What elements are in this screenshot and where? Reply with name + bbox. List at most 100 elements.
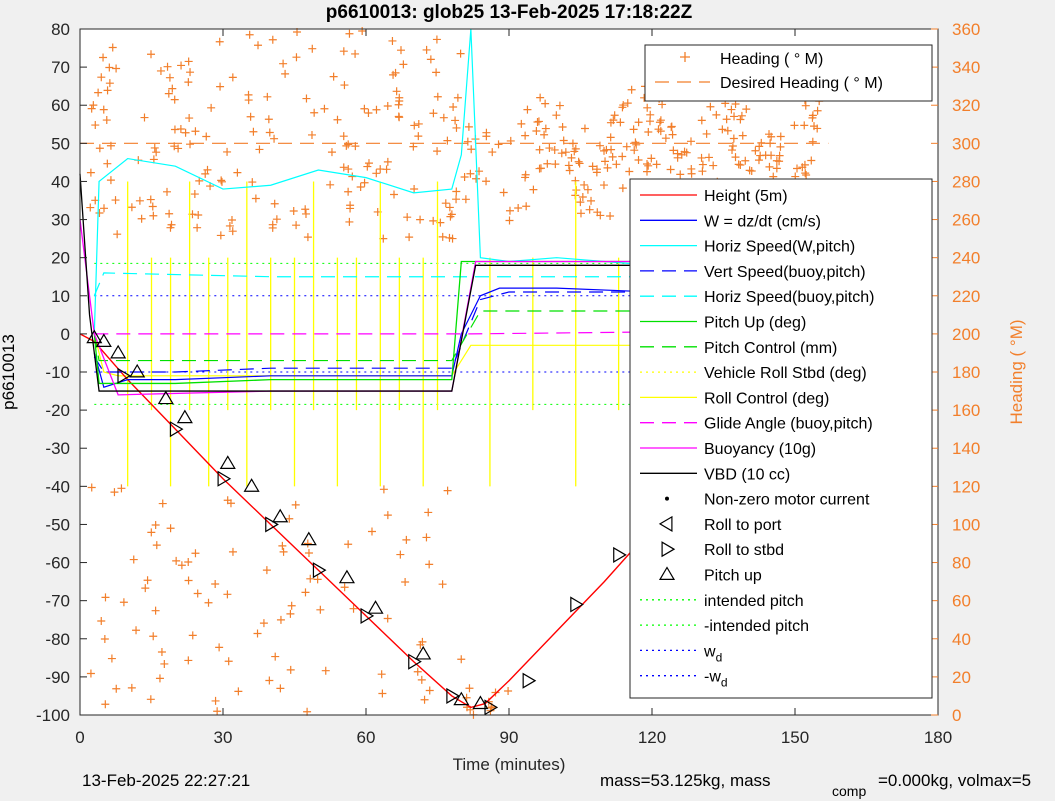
heading-point — [410, 121, 419, 130]
heading-point — [658, 100, 667, 109]
heading-point — [286, 665, 295, 674]
heading-point — [101, 700, 110, 709]
heading-point — [278, 541, 287, 550]
heading-point — [391, 68, 400, 77]
legend-marker-up — [658, 566, 676, 580]
y-tick-label: -30 — [45, 439, 70, 458]
heading-point — [244, 96, 253, 105]
series-vert-speed-buoy-pitch- — [93, 291, 829, 373]
heading-point — [463, 137, 472, 146]
heading-point — [148, 202, 157, 211]
heading-point — [216, 82, 225, 91]
marker-up — [176, 409, 193, 424]
heading-point — [268, 220, 277, 229]
heading-point — [557, 149, 566, 158]
heading-point — [449, 102, 458, 111]
heading-point — [292, 53, 301, 62]
heading-point — [618, 152, 627, 161]
y2-tick-label: 0 — [952, 706, 961, 725]
heading-point — [150, 143, 159, 152]
x-tick-label: 120 — [638, 728, 666, 747]
y-tick-label: -70 — [45, 592, 70, 611]
heading-point — [523, 105, 532, 114]
heading-point — [736, 115, 745, 124]
heading-point — [536, 93, 545, 102]
y-tick-label: -10 — [45, 363, 70, 382]
heading-point — [316, 605, 325, 614]
heading-point — [149, 632, 158, 641]
heading-point — [491, 688, 500, 697]
heading-point — [227, 215, 236, 224]
heading-point — [166, 524, 175, 533]
heading-point — [669, 146, 678, 155]
heading-point — [327, 148, 336, 157]
marker-up — [367, 600, 384, 614]
heading-point — [629, 125, 638, 134]
heading-point — [443, 136, 452, 145]
y2-tick-label: 360 — [952, 20, 980, 39]
heading-point — [344, 165, 353, 174]
legend-main-entries: Height (5m) W = dz/dt (cm/s) Horiz Speed(W… — [640, 188, 874, 690]
heading-point — [410, 184, 419, 193]
heading-point — [464, 122, 473, 131]
heading-point — [301, 588, 310, 597]
legend-marker-left — [658, 515, 673, 532]
y2-tick-label: 100 — [952, 515, 980, 534]
legend-label: Horiz Speed(W,pitch) — [704, 239, 855, 256]
heading-point — [580, 124, 589, 133]
series-pitch-control-mm- — [93, 310, 829, 362]
heading-point — [403, 213, 412, 222]
heading-point — [452, 123, 461, 132]
heading-point — [606, 133, 615, 142]
legend-label: Pitch Up (deg) — [704, 315, 806, 332]
heading-point — [303, 707, 312, 716]
heading-point — [488, 148, 497, 157]
heading-point — [177, 561, 186, 570]
y2-tick-label: 300 — [952, 134, 980, 153]
heading-point — [632, 140, 641, 149]
heading-point — [383, 511, 392, 520]
heading-point — [521, 131, 530, 140]
heading-point — [106, 141, 115, 150]
heading-point — [97, 617, 106, 626]
heading-point — [540, 130, 549, 139]
heading-point — [321, 666, 330, 675]
heading-point — [383, 157, 392, 166]
heading-point — [119, 598, 128, 607]
heading-point — [211, 580, 220, 589]
heading-point — [215, 643, 224, 652]
heading-point — [137, 214, 146, 223]
heading-point — [351, 142, 360, 151]
heading-point — [89, 101, 98, 110]
heading-point — [745, 166, 754, 175]
heading-point — [101, 593, 110, 602]
heading-point — [729, 134, 738, 143]
heading-point — [106, 176, 115, 185]
legend-label: Roll Control (deg) — [704, 390, 829, 407]
x-tick-label: 180 — [924, 728, 952, 747]
y-tick-label: 70 — [51, 58, 70, 77]
marker-right — [265, 516, 279, 533]
heading-point — [558, 122, 567, 131]
heading-point — [367, 527, 376, 536]
heading-point — [643, 103, 652, 112]
heading-point — [529, 185, 538, 194]
heading-point — [204, 598, 213, 607]
heading-point — [308, 44, 317, 53]
heading-point — [168, 84, 177, 93]
heading-point — [443, 486, 452, 495]
heading-point — [608, 152, 617, 161]
heading-point — [706, 102, 715, 111]
heading-point — [303, 233, 312, 242]
heading-point — [728, 141, 737, 150]
heading-point — [129, 555, 138, 564]
heading-point — [345, 29, 354, 38]
heading-point — [765, 162, 774, 171]
heading-point — [344, 540, 353, 549]
heading-point — [647, 154, 656, 163]
heading-point — [135, 196, 144, 205]
heading-point — [521, 173, 530, 182]
legend-label: Pitch Control (mm) — [704, 340, 837, 357]
heading-point — [738, 131, 747, 140]
heading-point — [793, 164, 802, 173]
